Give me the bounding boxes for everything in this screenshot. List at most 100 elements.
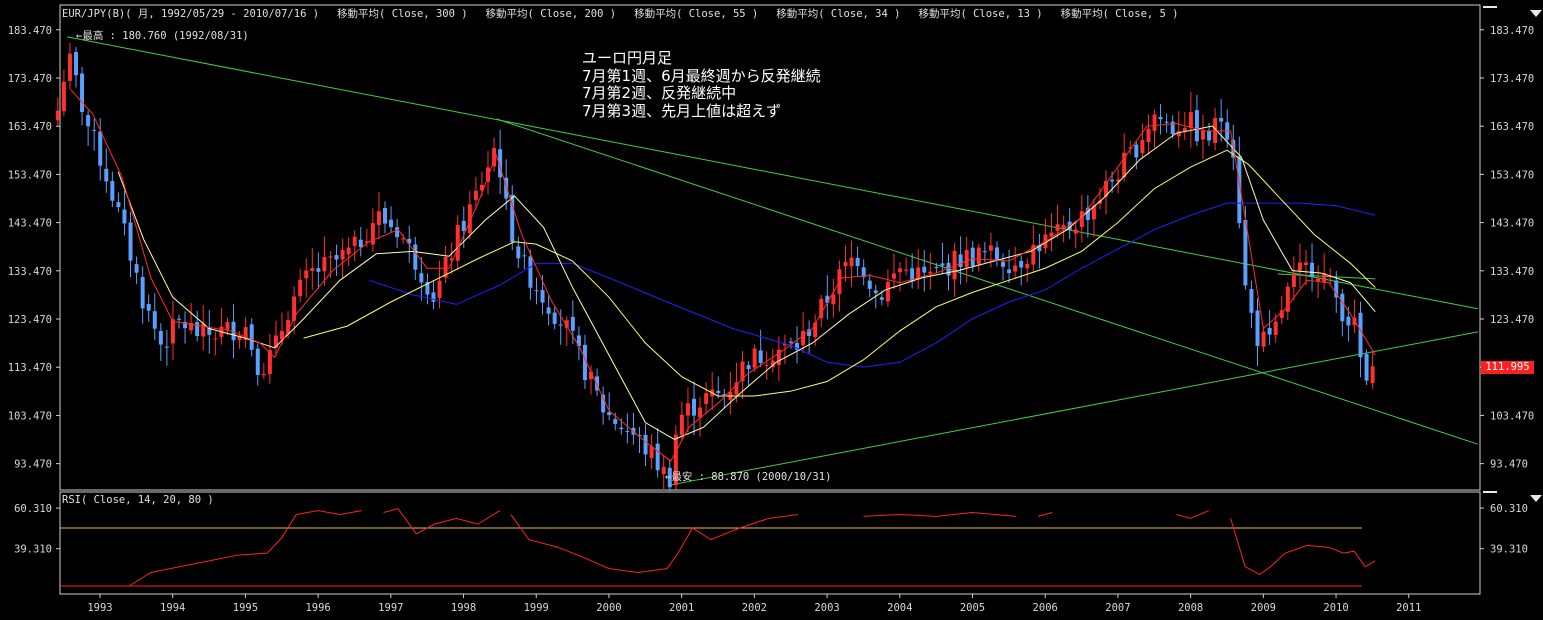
candle-body — [782, 343, 787, 346]
rsi-line-segment — [1175, 510, 1209, 519]
candle-body — [195, 322, 200, 337]
rsi-line-segment — [383, 508, 501, 535]
candle-body — [570, 316, 575, 331]
candle-body — [831, 294, 836, 305]
candle-body — [316, 268, 321, 272]
candle-body — [704, 393, 709, 404]
candle-body — [764, 364, 769, 366]
candle-body — [110, 181, 115, 201]
symbol-label: EUR/JPY(B)( 月, 1992/05/29 - 2010/07/16 ) — [62, 8, 320, 20]
candle-body — [564, 320, 569, 328]
candle-body — [692, 398, 697, 416]
candle-body — [655, 443, 660, 471]
candle-body — [540, 290, 545, 303]
rsi-header: RSI( Close, 14, 20, 80 ) — [62, 494, 214, 506]
candle-body — [776, 349, 781, 366]
rsi-plot[interactable] — [60, 508, 1376, 587]
y-tick-label-left: 103.470 — [8, 410, 52, 422]
candle-body — [1037, 244, 1042, 252]
candle-body — [582, 344, 587, 381]
candle-body — [334, 254, 339, 260]
rsi-panel-menu-bar — [1483, 491, 1497, 493]
candle-body — [770, 360, 775, 368]
candle-body — [55, 110, 60, 121]
rsi-tick-label-right: 39.310 — [1490, 544, 1528, 556]
candle-body — [292, 296, 297, 321]
candle-body — [679, 414, 684, 436]
x-tick-label: 2008 — [1178, 602, 1203, 614]
candle-body — [795, 342, 800, 350]
candle-body — [910, 268, 915, 282]
ma-34-label: 移動平均( Close, 34 ) — [776, 8, 901, 20]
candle-body — [1085, 207, 1090, 221]
candle-body — [1303, 262, 1308, 266]
candle-body — [201, 323, 206, 337]
main-panel-menu-icon[interactable] — [1530, 10, 1542, 17]
candle-body — [1061, 225, 1066, 229]
candle-body — [867, 280, 872, 289]
candle-body — [286, 320, 291, 335]
candle-body — [576, 335, 581, 347]
candle-body — [86, 115, 91, 127]
y-tick-label-right: 143.470 — [1490, 218, 1534, 230]
candle-body — [758, 350, 763, 363]
candle-body — [916, 267, 921, 280]
candle-body — [1316, 278, 1321, 282]
candle-body — [431, 292, 436, 302]
candle-body — [607, 412, 612, 416]
candle-body — [1255, 310, 1260, 346]
candle-body — [298, 279, 303, 297]
candle-body — [558, 324, 563, 326]
x-tick-label: 2003 — [814, 602, 839, 614]
candle-body — [376, 211, 381, 226]
candle-body — [225, 322, 230, 330]
candle-body — [843, 261, 848, 267]
x-tick-label: 2010 — [1323, 602, 1348, 614]
x-tick-label: 2004 — [887, 602, 912, 614]
candle-body — [1128, 147, 1133, 149]
candle-body — [698, 407, 703, 418]
candle-body — [855, 257, 860, 266]
candle-body — [528, 256, 533, 288]
candle-body — [443, 256, 448, 278]
y-tick-label-right: 173.470 — [1490, 73, 1534, 85]
candle-body — [734, 382, 739, 395]
candle-body — [67, 53, 72, 81]
candle-body — [825, 295, 830, 303]
price-plot[interactable] — [55, 36, 1478, 492]
candle-body — [988, 245, 993, 251]
rsi-line-segment — [510, 513, 799, 573]
candle-body — [1176, 131, 1181, 137]
ma34-line — [303, 149, 1376, 397]
candle-body — [249, 324, 254, 350]
candle-body — [1001, 261, 1006, 267]
candle-body — [546, 307, 551, 314]
y-tick-label-right: 93.470 — [1490, 459, 1528, 471]
candle-body — [1164, 121, 1169, 123]
candle-body — [1207, 130, 1212, 141]
candle-body — [273, 335, 278, 349]
candle-body — [946, 262, 951, 276]
candle-body — [1049, 232, 1054, 237]
rsi-panel-menu-icon[interactable] — [1530, 495, 1542, 502]
ma-300-label: 移動平均( Close, 300 ) — [337, 8, 468, 20]
candle-body — [1194, 110, 1199, 142]
candle-body — [1055, 224, 1060, 231]
candle-body — [437, 280, 442, 298]
y-tick-label-left: 123.470 — [8, 314, 52, 326]
trendline — [496, 118, 1478, 445]
x-tick-label: 1997 — [378, 602, 403, 614]
candle-body — [237, 335, 242, 341]
candle-body — [1091, 205, 1096, 220]
candle-body — [516, 246, 521, 259]
candle-body — [1152, 114, 1157, 131]
candle-body — [1328, 275, 1333, 278]
candle-body — [1013, 265, 1018, 272]
candle-body — [310, 268, 315, 271]
candle-body — [685, 403, 690, 416]
candle-body — [280, 331, 285, 340]
candle-body — [952, 250, 957, 280]
high-label: ←最高 : 180.760 (1992/08/31) — [76, 30, 249, 42]
candle-body — [146, 303, 151, 311]
current-price-tag: 111.995 — [1481, 361, 1534, 374]
